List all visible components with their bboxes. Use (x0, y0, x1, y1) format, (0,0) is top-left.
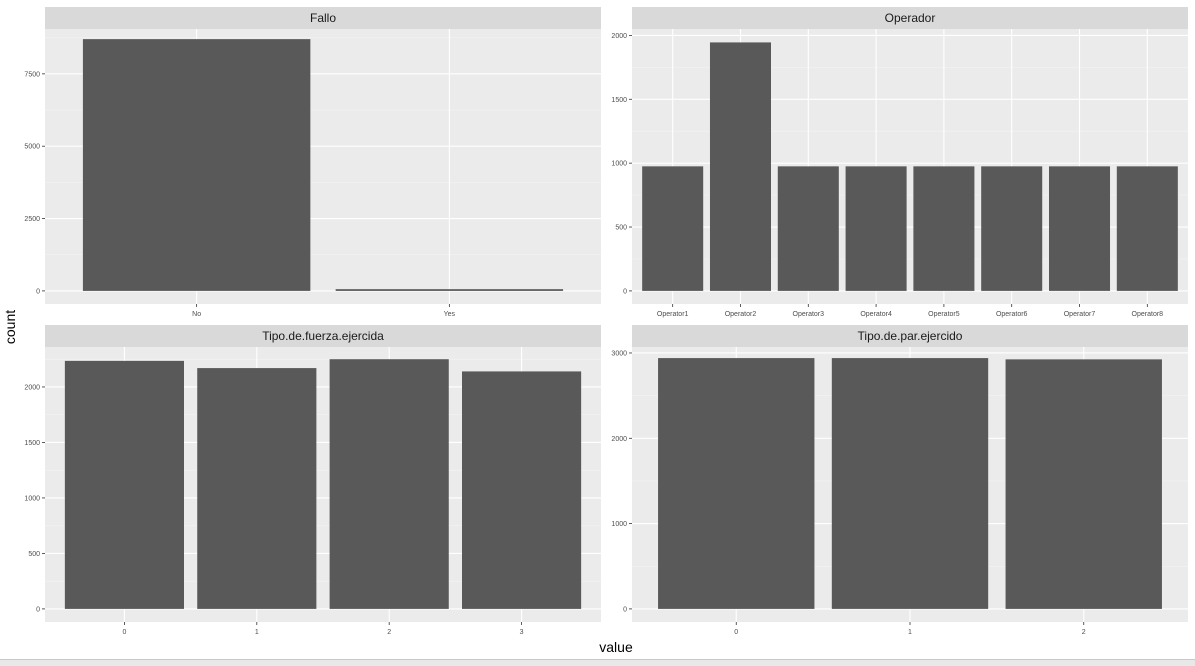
y-tick-label: 0 (623, 288, 627, 295)
y-tick-label: 1000 (24, 495, 40, 502)
y-tick-label: 2500 (24, 216, 40, 223)
x-tick-label: 0 (734, 629, 738, 636)
y-tick-label: 2000 (611, 33, 627, 40)
bar (335, 289, 564, 291)
bar (913, 166, 975, 291)
y-tick-label: 500 (28, 551, 40, 558)
x-tick-label: Yes (444, 311, 456, 318)
y-tick-label: 1000 (611, 161, 627, 168)
bar (64, 360, 184, 609)
x-tick-label: Operator7 (1064, 311, 1096, 318)
y-axis-title: count (2, 310, 18, 344)
x-tick-label: 1 (255, 629, 259, 636)
bar (981, 166, 1043, 291)
y-tick-label: 2000 (611, 436, 627, 443)
x-tick-label: 3 (520, 629, 524, 636)
x-tick-label: No (192, 311, 201, 318)
bar (831, 358, 989, 609)
bar (777, 166, 839, 291)
x-tick-label: 2 (387, 629, 391, 636)
y-tick-label: 7500 (24, 71, 40, 78)
bar (1116, 166, 1178, 291)
window-status-strip (0, 659, 1195, 666)
x-tick-label: 1 (908, 629, 912, 636)
bar (658, 358, 815, 609)
facet-title: Operador (885, 11, 936, 25)
facet-panel: Tipo.de.fuerza.ejercida 0 500 1000 1500 2000 0… (24, 325, 601, 636)
y-tick-label: 0 (36, 606, 40, 613)
x-tick-label: Operator4 (860, 311, 892, 318)
bar (82, 39, 311, 291)
y-tick-label: 1500 (611, 97, 627, 104)
x-tick-label: Operator3 (793, 311, 825, 318)
facet-panel: Fallo 0 2500 5000 7500 No Yes (24, 7, 601, 318)
bar (197, 368, 317, 609)
facet-panel: Operador 0 500 1000 1500 2000 Operator1 Operato… (611, 7, 1188, 318)
facet-strip (632, 325, 1188, 347)
facet-strip (45, 325, 601, 347)
x-tick-label: Operator1 (657, 311, 689, 318)
facet-strip (632, 7, 1188, 29)
bar (462, 371, 582, 609)
x-tick-label: Operator6 (996, 311, 1028, 318)
y-tick-label: 2000 (24, 384, 40, 391)
x-axis-title: value (599, 639, 633, 655)
y-tick-label: 0 (36, 288, 40, 295)
bar (709, 42, 771, 291)
facet-panel: Tipo.de.par.ejercido 0 1000 2000 3000 0 1 2 (611, 325, 1188, 636)
y-tick-label: 1000 (611, 521, 627, 528)
facet-title: Tipo.de.par.ejercido (858, 329, 963, 343)
bar (845, 166, 907, 291)
bar (642, 166, 704, 291)
y-tick-label: 3000 (611, 350, 627, 357)
x-tick-label: Operator8 (1132, 311, 1164, 318)
x-tick-label: 2 (1082, 629, 1086, 636)
facet-strip (45, 7, 601, 29)
x-tick-label: Operator2 (725, 311, 757, 318)
y-tick-label: 5000 (24, 144, 40, 151)
facet-title: Fallo (310, 11, 336, 25)
bar (1049, 166, 1111, 291)
x-tick-label: Operator5 (928, 311, 960, 318)
y-tick-label: 0 (623, 606, 627, 613)
facet-title: Tipo.de.fuerza.ejercida (262, 329, 384, 343)
y-tick-label: 1500 (24, 440, 40, 447)
bar (1005, 359, 1162, 609)
y-tick-label: 500 (615, 225, 627, 232)
x-tick-label: 0 (122, 629, 126, 636)
bar (329, 359, 449, 609)
